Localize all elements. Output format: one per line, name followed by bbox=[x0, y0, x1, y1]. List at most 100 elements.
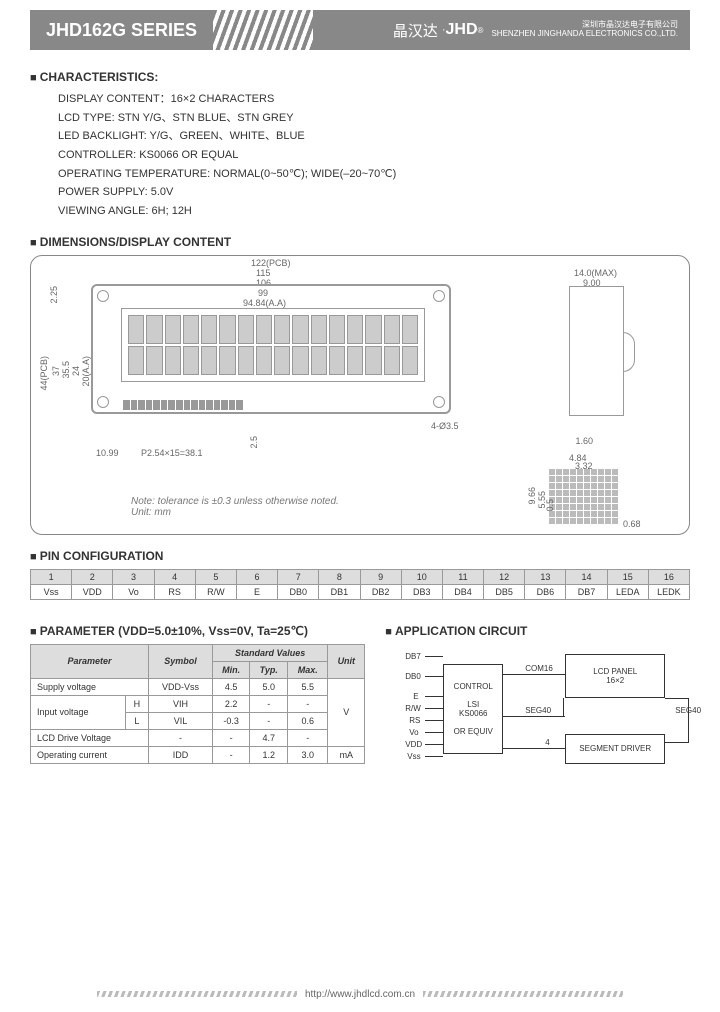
pixel bbox=[570, 497, 576, 503]
char-item: LCD TYPE: STN Y/G、STN BLUE、STN GREY bbox=[58, 109, 690, 128]
sig-db0: DB0 bbox=[405, 672, 421, 681]
pixel bbox=[605, 504, 611, 510]
char-cell bbox=[311, 315, 327, 344]
param-cell: VIH bbox=[149, 695, 213, 712]
block-segment-driver: SEGMENT DRIVER bbox=[565, 734, 665, 764]
pixel bbox=[584, 483, 590, 489]
pin-name: DB3 bbox=[401, 584, 442, 599]
pixel bbox=[612, 504, 618, 510]
char-cell bbox=[274, 315, 290, 344]
pin-pad bbox=[123, 400, 130, 410]
dim-pix-332: 3.32 bbox=[575, 461, 593, 471]
pixel bbox=[549, 490, 555, 496]
pin-name: DB4 bbox=[442, 584, 483, 599]
pin-name: LEDA bbox=[607, 584, 648, 599]
dim-pad25: 2.5 bbox=[249, 436, 259, 449]
pixel bbox=[577, 518, 583, 524]
pixel bbox=[584, 518, 590, 524]
char-item: LED BACKLIGHT: Y/G、GREEN、WHITE、BLUE bbox=[58, 127, 690, 146]
sig-db7: DB7 bbox=[405, 652, 421, 661]
pin-pad bbox=[176, 400, 183, 410]
char-cell bbox=[274, 346, 290, 375]
lbl-seg40b: SEG40 bbox=[675, 706, 701, 715]
brand-cn: 晶汉达 bbox=[393, 20, 438, 41]
char-cell bbox=[402, 315, 418, 344]
mounting-hole bbox=[433, 290, 445, 302]
dim-h-225: 2.25 bbox=[49, 286, 59, 304]
dimensions-drawing: 122(PCB) 115 106 99 94.84(A.A) 44(PCB) 3… bbox=[30, 255, 690, 535]
pin-table: 12345678910111213141516 VssVDDVoRSR/WEDB… bbox=[30, 569, 690, 600]
dim-pix-966: 9.66 bbox=[527, 487, 537, 505]
pixel bbox=[598, 476, 604, 482]
block-control-lsi: CONTROL LSI KS0066 OR EQUIV bbox=[443, 664, 503, 754]
pixel bbox=[584, 490, 590, 496]
param-cell: 1.2 bbox=[250, 746, 288, 763]
pin-pad bbox=[131, 400, 138, 410]
pixel bbox=[556, 518, 562, 524]
pin-pad bbox=[214, 400, 221, 410]
pin-pad bbox=[206, 400, 213, 410]
pixel bbox=[563, 469, 569, 475]
pixel bbox=[556, 497, 562, 503]
pixel bbox=[549, 476, 555, 482]
sig-e: E bbox=[413, 692, 418, 701]
section-dimensions: DIMENSIONS/DISPLAY CONTENT bbox=[30, 235, 690, 249]
param-cell: 4.7 bbox=[250, 729, 288, 746]
pixel bbox=[556, 511, 562, 517]
lbl-com16: COM16 bbox=[525, 664, 553, 673]
param-cell: Supply voltage bbox=[31, 678, 149, 695]
param-cell: mA bbox=[328, 746, 365, 763]
pixel bbox=[570, 476, 576, 482]
char-cell bbox=[402, 346, 418, 375]
param-hdr-unit: Unit bbox=[328, 644, 365, 678]
param-hdr-parameter: Parameter bbox=[31, 644, 149, 678]
dim-w-115: 115 bbox=[256, 268, 270, 278]
pixel bbox=[556, 476, 562, 482]
pixel bbox=[577, 497, 583, 503]
characteristics-list: DISPLAY CONTENT：16×2 CHARACTERS LCD TYPE… bbox=[58, 90, 690, 221]
pixel bbox=[605, 490, 611, 496]
pixel bbox=[570, 490, 576, 496]
char-cell bbox=[183, 346, 199, 375]
char-cell bbox=[347, 315, 363, 344]
pixel bbox=[598, 511, 604, 517]
pixel bbox=[591, 490, 597, 496]
char-cell bbox=[128, 315, 144, 344]
sig-rs: RS bbox=[409, 716, 420, 725]
pixel bbox=[612, 518, 618, 524]
pin-name: LEDK bbox=[648, 584, 689, 599]
pixel bbox=[549, 483, 555, 489]
sig-vdd: VDD bbox=[405, 740, 422, 749]
char-cell bbox=[384, 346, 400, 375]
dim-hole: 4-Ø3.5 bbox=[431, 421, 459, 431]
pin-pad bbox=[146, 400, 153, 410]
char-cell bbox=[329, 315, 345, 344]
application-circuit: DB7 DB0 E R/W RS Vo VDD Vss CONTROL LSI … bbox=[385, 644, 690, 794]
pixel bbox=[584, 497, 590, 503]
char-cell bbox=[329, 346, 345, 375]
section-characteristics: CHARACTERISTICS: bbox=[30, 70, 690, 84]
pcb-outline bbox=[91, 284, 451, 414]
sig-rw: R/W bbox=[405, 704, 421, 713]
char-cell bbox=[201, 315, 217, 344]
param-cell: 5.5 bbox=[288, 678, 328, 695]
param-cell: - bbox=[212, 729, 249, 746]
param-cell: - bbox=[250, 712, 288, 729]
pin-num: 4 bbox=[154, 569, 195, 584]
dim-ledge: 10.99 bbox=[96, 448, 119, 458]
param-cell: 4.5 bbox=[212, 678, 249, 695]
pin-name: DB7 bbox=[566, 584, 607, 599]
pixel bbox=[563, 518, 569, 524]
char-cell bbox=[365, 315, 381, 344]
param-cell: - bbox=[149, 729, 213, 746]
pixel bbox=[570, 511, 576, 517]
param-cell: -0.3 bbox=[212, 712, 249, 729]
pin-pad bbox=[161, 400, 168, 410]
char-item: CONTROLLER: KS0066 OR EQUAL bbox=[58, 146, 690, 165]
pin-row bbox=[123, 400, 243, 410]
pin-name: VDD bbox=[72, 584, 113, 599]
char-cell bbox=[183, 315, 199, 344]
pixel bbox=[598, 504, 604, 510]
pin-num: 16 bbox=[648, 569, 689, 584]
pixel bbox=[577, 490, 583, 496]
